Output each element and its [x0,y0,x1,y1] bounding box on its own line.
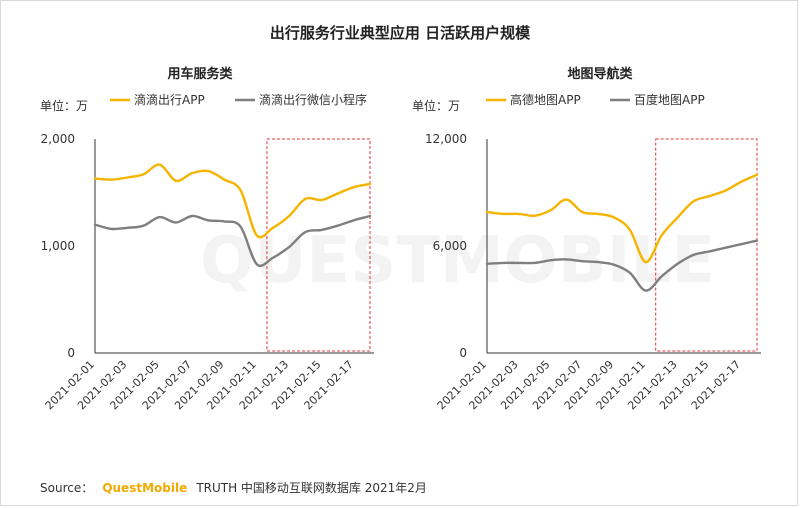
source-brand: QuestMobile [102,481,187,495]
series-line [93,214,372,267]
legend-label: 高德地图APP [510,92,581,107]
source-prefix: Source： [40,481,93,495]
source-line: Source： QuestMobile TRUTH 中国移动互联网数据库 202… [40,477,427,496]
legend-label: 滴滴出行微信小程序 [259,92,367,107]
highlight-box [266,138,371,352]
series-line [93,163,372,239]
chart-2-title: 地图导航类 [567,66,633,82]
y-tick-label: 12,000 [425,132,467,146]
legend-label: 滴滴出行APP [134,92,205,107]
y-tick-label: 0 [67,346,75,360]
watermark: QUESTMOBILE [200,224,715,298]
y-tick-label: 6,000 [433,239,467,253]
y-tick-label: 2,000 [41,132,75,146]
source-suffix: TRUTH 中国移动互联网数据库 2021年2月 [195,480,427,495]
series-line [485,239,759,292]
legend-label: 百度地图APP [634,92,705,107]
y-tick-label: 0 [459,346,467,360]
series-line [485,173,759,264]
figure-title: 出行服务行业典型应用 日活跃用户规模 [270,24,531,42]
chart-1-unit-label: 单位：万 [40,98,88,113]
chart-2-unit-label: 单位：万 [412,98,460,113]
y-tick-label: 1,000 [41,239,75,253]
chart-1-title: 用车服务类 [166,66,233,82]
